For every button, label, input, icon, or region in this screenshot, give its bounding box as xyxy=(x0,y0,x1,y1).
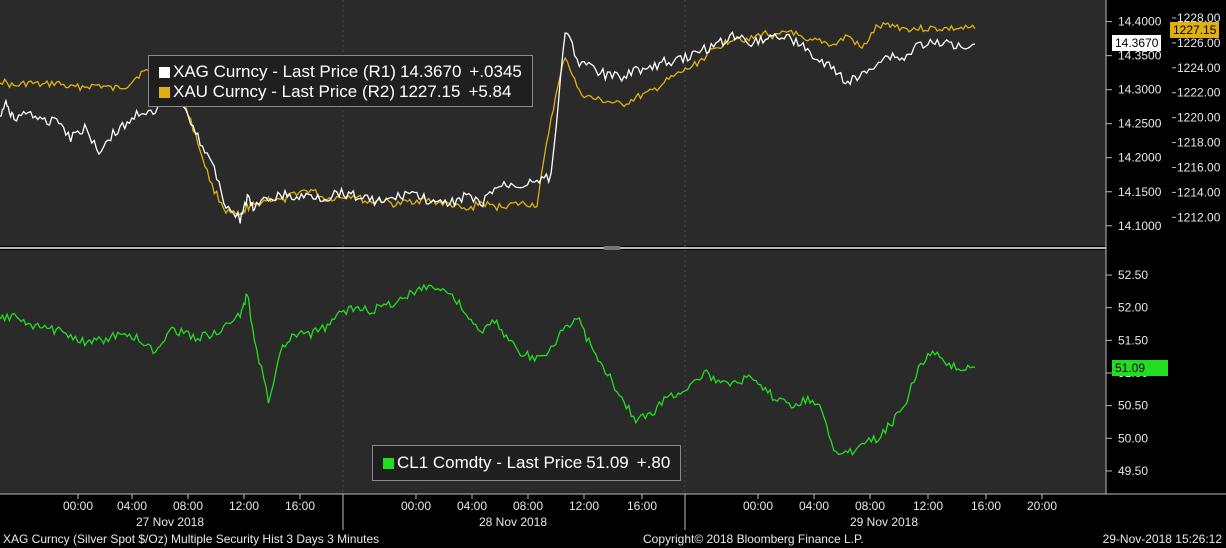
xag-legend-label: XAG Curncy - Last Price (R1) xyxy=(173,62,396,81)
xag-tick-label: 14.4000 xyxy=(1118,15,1162,29)
x-tick-label: 08:00 xyxy=(173,499,203,513)
legend-row-cl1: CL1 Comdty - Last Price 51.09 +.80 xyxy=(383,453,670,473)
x-tick-label: 20:00 xyxy=(1027,499,1057,513)
cl1-tick-label: 51.50 xyxy=(1118,333,1148,347)
footer-bar: XAG Curncy (Silver Spot $/Oz) Multiple S… xyxy=(0,530,1226,548)
xau-axis-ticks: 1228.00 1226.00 1224.00 1222.00 1220.00 1218.… xyxy=(1172,11,1221,224)
legend-top: XAG Curncy - Last Price (R1) 14.3670 +.0… xyxy=(148,55,533,107)
xau-tick-label: 1220.00 xyxy=(1177,111,1221,125)
divider-grip[interactable] xyxy=(604,246,620,250)
xag-tick-label: 14.2000 xyxy=(1118,151,1162,165)
xag-tick-label: 14.2500 xyxy=(1118,117,1162,131)
x-tick-label: 08:00 xyxy=(513,499,543,513)
x-tick-label: 12:00 xyxy=(913,499,943,513)
xag-legend-value: 14.3670 xyxy=(399,62,462,81)
xag-axis-ticks: 14.4000 14.3500 14.3000 14.2500 14.2000 14.15… xyxy=(1106,15,1162,233)
x-axis-ticks: 00:00 04:00 08:00 12:00 16:00 00:00 04:00 08:00… xyxy=(63,494,1057,530)
xau-tick-label: 1228.00 xyxy=(1177,11,1221,25)
xau-last-tag: 1227.15 xyxy=(1170,22,1220,38)
x-day-label: 28 Nov 2018 xyxy=(479,515,547,529)
cl1-swatch xyxy=(383,457,394,469)
cl1-legend-label: CL1 Comdty - Last Price xyxy=(397,453,583,472)
xag-tick-label: 14.1000 xyxy=(1118,219,1162,233)
cl1-legend-change: +.80 xyxy=(636,453,671,472)
cl1-tick-label: 49.50 xyxy=(1118,464,1148,478)
gridlines xyxy=(342,0,686,494)
x-tick-label: 00:00 xyxy=(63,499,93,513)
x-tick-label: 08:00 xyxy=(855,499,885,513)
x-tick-label: 12:00 xyxy=(229,499,259,513)
x-tick-label: 04:00 xyxy=(117,499,147,513)
xag-swatch xyxy=(159,66,170,78)
cl1-tick-label: 52.50 xyxy=(1118,268,1148,282)
upper-panel-bg xyxy=(0,0,1106,246)
footer-timestamp: 29-Nov-2018 15:26:12 xyxy=(1102,532,1222,546)
x-day-label: 29 Nov 2018 xyxy=(850,515,918,529)
legend-row-xag: XAG Curncy - Last Price (R1) 14.3670 +.0… xyxy=(159,62,522,82)
x-tick-label: 00:00 xyxy=(401,499,431,513)
x-day-label: 27 Nov 2018 xyxy=(136,515,204,529)
xag-last-tag: 14.3670 xyxy=(1112,35,1162,51)
cl1-tick-label: 52.00 xyxy=(1118,301,1148,315)
xag-tick-label: 14.3500 xyxy=(1118,49,1162,63)
xag-tick-label: 14.3000 xyxy=(1118,83,1162,97)
xag-tick-label: 14.1500 xyxy=(1118,185,1162,199)
xau-tick-label: 1224.00 xyxy=(1177,61,1221,75)
x-tick-label: 16:00 xyxy=(285,499,315,513)
xag-legend-change: +.0345 xyxy=(469,62,522,81)
cl1-tick-label: 50.00 xyxy=(1118,431,1148,445)
xau-swatch xyxy=(159,86,170,98)
footer-copyright: Copyright© 2018 Bloomberg Finance L.P. xyxy=(643,532,864,546)
x-tick-label: 00:00 xyxy=(743,499,773,513)
footer-security-info: XAG Curncy (Silver Spot $/Oz) Multiple S… xyxy=(3,532,380,546)
x-tick-label: 04:00 xyxy=(799,499,829,513)
xau-legend-value: 1227.15 xyxy=(399,82,461,101)
lower-series xyxy=(0,283,976,457)
cl1-line xyxy=(0,283,976,457)
legend-bottom: CL1 Comdty - Last Price 51.09 +.80 xyxy=(372,445,682,481)
cl1-legend-value: 51.09 xyxy=(586,453,629,472)
xau-legend-change: +5.84 xyxy=(468,82,512,101)
xau-tick-label: 1214.00 xyxy=(1177,185,1221,199)
xau-tick-label: 1218.00 xyxy=(1177,136,1221,150)
xag-line xyxy=(0,31,976,224)
xau-legend-label: XAU Curncy - Last Price (R2) xyxy=(173,82,395,101)
xau-tick-label: 1222.00 xyxy=(1177,86,1221,100)
x-tick-label: 16:00 xyxy=(627,499,657,513)
x-tick-label: 16:00 xyxy=(971,499,1001,513)
xau-tick-label: 1212.00 xyxy=(1177,210,1221,224)
cl1-last-tag: 51.09 xyxy=(1112,360,1168,376)
cl1-tick-label: 50.50 xyxy=(1118,399,1148,413)
legend-row-xau: XAU Curncy - Last Price (R2) 1227.15 +5.… xyxy=(159,82,522,102)
xau-tick-label: 1226.00 xyxy=(1177,36,1221,50)
xau-tick-label: 1216.00 xyxy=(1177,160,1221,174)
x-tick-label: 12:00 xyxy=(569,499,599,513)
x-tick-label: 04:00 xyxy=(457,499,487,513)
